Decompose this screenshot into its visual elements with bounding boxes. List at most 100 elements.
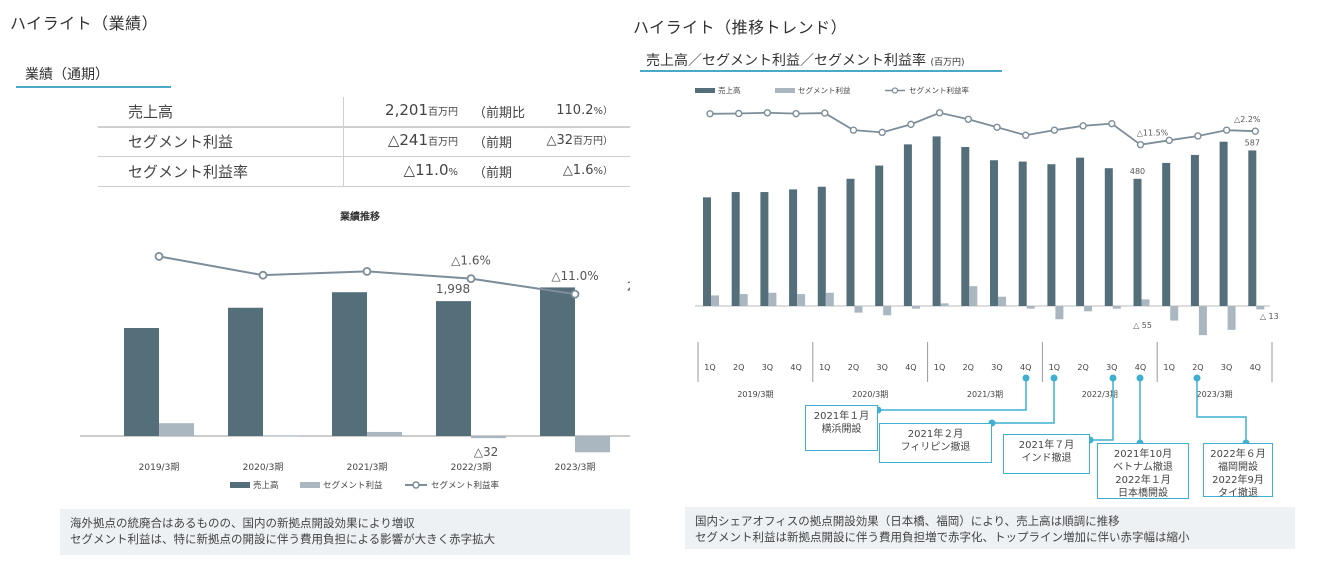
rate-point — [1050, 126, 1059, 134]
kpi-compare-number: 110.2 — [556, 103, 594, 118]
annual-performance-chart: 業績推移 2019/3期 2020/3期 2021/3期 2022/3期 2023/3期 1… — [80, 210, 630, 491]
callout-vietnam-nihonbashi: 2021年10月 ベトナム撤退 2022年１月 日本橋開設 — [1097, 443, 1189, 499]
bar-profit — [911, 306, 920, 309]
data-label: 2,201 — [627, 279, 630, 293]
bar-sales — [961, 147, 970, 306]
callout-line: 2021年10月 — [1113, 449, 1173, 460]
bar-sales — [1248, 150, 1257, 306]
bar-profit — [1256, 306, 1265, 310]
kpi-compare-label: （前期 — [473, 136, 513, 151]
left-note-line-1: 海外拠点の統廃合はあるものの、国内の新拠点開設効果により増収 — [70, 516, 415, 530]
legend-swatch-rate-marker — [412, 481, 420, 489]
rate-point — [935, 109, 944, 117]
connector-dot — [1050, 374, 1058, 382]
rate-point — [763, 109, 772, 117]
fiscal-year-label: 2019/3期 — [737, 390, 773, 399]
x-tick-label: 2022/3期 — [451, 462, 492, 473]
bar-sales — [1047, 164, 1056, 306]
bar-sales — [1076, 157, 1085, 306]
kpi-compare: （前期 △32百万円） — [473, 132, 623, 151]
quarter-label: 2Q — [1192, 363, 1203, 372]
legend-swatch-profit — [775, 88, 795, 93]
legend-label: セグメント利益率 — [909, 85, 969, 95]
rate-point — [964, 115, 972, 123]
rate-point — [1022, 131, 1030, 139]
rate-point — [1194, 132, 1202, 140]
right-note: 国内シェアオフィスの拠点開設効果（日本橋、福岡）により、売上高は順調に推移 セグ… — [685, 507, 1295, 549]
data-label: 480 — [1130, 167, 1145, 176]
connector-dot — [1109, 374, 1117, 382]
right-note-line-2: セグメント利益は新拠点開設に伴う費用負担増で赤字化、トップライン増加に伴い赤字幅… — [695, 530, 1190, 544]
kpi-compare-value: △1.6%） — [563, 162, 613, 178]
data-label: △1.6% — [451, 254, 491, 268]
callout-india: 2021年７月 インド撤退 — [1003, 434, 1090, 474]
bar-profit — [367, 431, 402, 436]
callout-line: 2021年２月 — [907, 429, 964, 440]
quarter-label: 4Q — [1135, 363, 1146, 372]
quarter-label: 3Q — [1106, 363, 1117, 372]
bar-sales — [703, 197, 711, 306]
kpi-compare-label: （前期 — [473, 166, 513, 181]
connector-dot — [1136, 374, 1144, 382]
left-note-line-2: セグメント利益は、特に新拠点の開設に伴う費用負担による影響が大きく赤字拡大 — [70, 532, 496, 546]
right-subtitle: 売上高／セグメント利益／セグメント利益率 (百万円) — [646, 50, 964, 70]
bar-profit — [711, 295, 719, 306]
legend-label: 売上高 — [253, 480, 279, 491]
right-subtitle-unit: (百万円) — [930, 58, 965, 68]
bar-profit — [739, 294, 748, 306]
right-panel-title: ハイライト（推移トレンド） — [633, 18, 848, 37]
kpi-row: 売上高 2,201百万円 （前期比 110.2%） — [98, 97, 630, 127]
bar-profit — [1227, 306, 1236, 330]
bar-sales — [903, 144, 912, 306]
kpi-compare-value: 110.2%） — [556, 102, 613, 118]
bar-sales — [846, 178, 855, 306]
kpi-compare-unit: 百万円） — [573, 136, 613, 147]
quarter-label: 3Q — [877, 363, 888, 372]
callout-line: フィリピン撤退 — [900, 442, 971, 453]
legend-label: 売上高 — [718, 85, 741, 95]
kpi-row: セグメント利益率 △11.0% （前期 △1.6%） — [98, 157, 630, 187]
kpi-label: 売上高 — [128, 103, 174, 121]
legend-label: セグメント利益 — [323, 480, 383, 491]
legend-swatch-sales — [230, 482, 250, 488]
kpi-value: △241百万円 — [388, 131, 458, 149]
kpi-compare-unit: %） — [593, 166, 613, 177]
bar-profit — [768, 292, 777, 306]
bar-profit — [1141, 299, 1150, 306]
callout-line: 横浜開設 — [821, 424, 862, 435]
bar-sales — [436, 301, 471, 436]
quarter-label: 4Q — [1020, 363, 1031, 372]
rate-point — [907, 120, 915, 129]
quarter-label: 2Q — [733, 363, 744, 372]
bar-sales — [1133, 178, 1142, 306]
kpi-divider — [98, 127, 630, 128]
bar-profit — [1112, 306, 1121, 309]
x-tick-label: 2019/3期 — [139, 462, 180, 473]
left-subtitle-underline — [16, 86, 171, 88]
bar-sales — [1190, 154, 1199, 306]
bar-sales — [789, 189, 798, 306]
data-label: 1,998 — [436, 282, 470, 296]
kpi-compare-value: △32百万円） — [546, 132, 613, 148]
kpi-row: セグメント利益 △241百万円 （前期 △32百万円） — [98, 127, 630, 157]
callout-line: 福岡開設 — [1218, 462, 1258, 473]
rate-point — [154, 251, 164, 261]
kpi-separator — [343, 97, 344, 127]
connector-philippines — [992, 378, 1055, 424]
data-label: △ 55 — [1133, 321, 1152, 330]
kpi-separator — [343, 127, 344, 157]
data-label: △11.5% — [1137, 129, 1169, 138]
bar-sales — [875, 165, 884, 306]
quarter-label: 2Q — [848, 363, 859, 372]
quarter-label: 2Q — [1077, 363, 1088, 372]
fiscal-year-label: 2020/3期 — [852, 390, 888, 399]
data-label: 587 — [1245, 138, 1260, 147]
chart-title: 業績推移 — [339, 210, 380, 223]
quarter-label: 3Q — [762, 363, 773, 372]
connector-dot — [1193, 374, 1201, 382]
bar-profit — [159, 423, 194, 436]
legend-swatch-sales — [695, 88, 715, 93]
kpi-compare-number: △32 — [546, 133, 573, 148]
quarter-label: 4Q — [790, 363, 801, 372]
